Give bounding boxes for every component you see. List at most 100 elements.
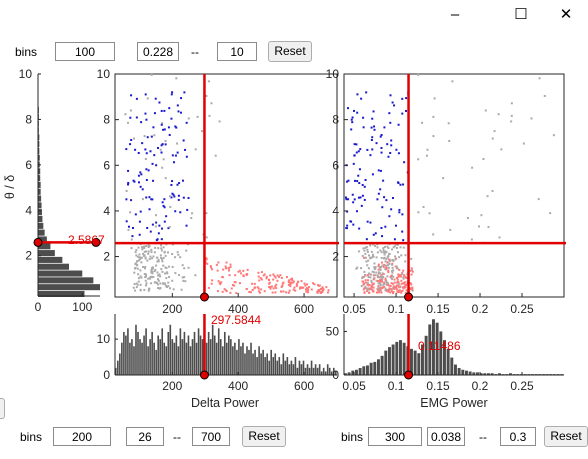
scatter-emg-plot[interactable]: 2 4 6 8 10 0.05 0.1 0.15 0.2 0.25: [326, 67, 566, 316]
top-max-input[interactable]: 10: [217, 42, 257, 61]
scatter-emg-point: [381, 275, 384, 278]
ratio-bar: [38, 209, 42, 216]
scatter-delta-point: [292, 281, 295, 284]
scatter-emg-y-tick-label: 4: [332, 204, 339, 218]
scatter-emg-point: [382, 273, 385, 276]
scatter-emg-point: [382, 251, 385, 254]
scatter-delta-point: [220, 281, 223, 284]
scatter-delta-point: [156, 278, 159, 281]
scatter-emg-point: [391, 263, 394, 266]
scatter-delta-point: [321, 286, 324, 289]
scatter-delta-point: [185, 224, 188, 227]
scatter-delta-point: [170, 93, 173, 96]
close-icon[interactable]: ✕: [559, 6, 573, 23]
scatter-delta-point: [268, 286, 271, 289]
scatter-delta-point: [144, 148, 147, 151]
delta-hist-bar: [155, 349, 157, 375]
delta-hist-bar: [302, 360, 305, 375]
scatter-emg-point: [372, 233, 375, 236]
delta-max-input[interactable]: 700: [192, 427, 230, 446]
scatter-delta-plot[interactable]: 2 4 6 8 10 200 400 600: [97, 67, 339, 316]
scatter-emg-point: [378, 271, 381, 274]
delta-reset-button[interactable]: Reset: [242, 426, 286, 447]
emg-max-input[interactable]: 0.3: [500, 427, 536, 446]
delta-hist-bar: [288, 364, 291, 375]
scatter-delta-point: [194, 274, 197, 277]
scatter-emg-point: [362, 282, 365, 285]
scatter-emg-point: [389, 151, 392, 154]
top-bins-input[interactable]: 100: [55, 42, 115, 61]
scatter-emg-point: [380, 133, 383, 136]
top-reset-button[interactable]: Reset: [268, 41, 312, 62]
scatter-emg-point: [394, 258, 397, 261]
scatter-emg-point: [510, 120, 513, 123]
emg-histogram[interactable]: 0 50 0.05 0.1 0.15 0.2 0.25: [326, 314, 564, 393]
scatter-emg-point: [351, 121, 354, 124]
scatter-emg-point: [380, 146, 383, 149]
scatter-delta-point: [321, 287, 324, 290]
scatter-emg-point: [401, 213, 404, 216]
scatter-emg-point: [398, 268, 401, 271]
emg-hist-bar: [399, 340, 402, 375]
scatter-emg-point: [370, 250, 373, 253]
scatter-emg-x-tick-label: 0.15: [426, 302, 450, 316]
emg-bins-input[interactable]: 300: [368, 427, 422, 446]
edge-button[interactable]: [0, 398, 5, 419]
top-min-input[interactable]: 0.228: [137, 42, 179, 61]
emg-hist-bar: [476, 372, 479, 375]
scatter-delta-point: [265, 277, 268, 280]
scatter-delta-point: [164, 272, 167, 275]
scatter-delta-point: [134, 262, 137, 265]
scatter-delta-point: [134, 213, 137, 216]
scatter-emg-point: [390, 276, 393, 279]
scatter-delta-point: [262, 274, 265, 277]
scatter-emg-point: [400, 282, 403, 285]
delta-hist-bar: [137, 331, 139, 375]
emg-reset-button[interactable]: Reset: [544, 426, 588, 447]
scatter-emg-point: [377, 285, 380, 288]
scatter-emg-point: [381, 235, 384, 238]
emg-min-input[interactable]: 0.038: [427, 427, 465, 446]
scatter-emg-point: [395, 276, 398, 279]
delta-hist-bar: [312, 367, 315, 375]
scatter-emg-point: [397, 275, 400, 278]
scatter-delta-point: [155, 214, 158, 217]
scatter-emg-point: [377, 265, 380, 268]
scatter-emg-point: [347, 198, 350, 201]
scatter-delta-point: [134, 289, 137, 292]
delta-histogram[interactable]: 0 10 200 400 600: [97, 314, 337, 393]
emg-hist-bar: [461, 369, 465, 375]
scatter-delta-point: [177, 110, 180, 113]
scatter-delta-point: [133, 283, 136, 286]
scatter-emg-point: [361, 254, 364, 257]
maximize-icon[interactable]: ☐: [514, 6, 528, 23]
scatter-delta-point: [180, 288, 183, 291]
scatter-emg-point: [380, 261, 383, 264]
minimize-icon[interactable]: –: [450, 6, 460, 23]
delta-min-input[interactable]: 26: [126, 427, 164, 446]
scatter-delta-point: [306, 289, 309, 292]
scatter-emg-point: [381, 272, 384, 275]
scatter-delta-point: [138, 233, 141, 236]
scatter-delta-point: [274, 276, 277, 279]
scatter-delta-point: [260, 288, 263, 291]
emg-hist-bar: [380, 355, 384, 375]
scatter-delta-point: [140, 261, 143, 264]
scatter-emg-point: [353, 198, 356, 201]
scatter-emg-point: [402, 276, 405, 279]
scatter-emg-point: [402, 287, 405, 290]
scatter-emg-point: [362, 247, 365, 250]
scatter-delta-point: [162, 256, 165, 259]
scatter-delta-point: [127, 181, 130, 184]
scatter-delta-point: [222, 268, 225, 271]
scatter-delta-point: [181, 264, 184, 267]
scatter-delta-point: [153, 251, 156, 254]
scatter-emg-point: [396, 243, 399, 246]
scatter-emg-point: [366, 290, 369, 293]
delta-bins-input[interactable]: 200: [53, 427, 111, 446]
scatter-delta-point: [217, 261, 220, 264]
scatter-emg-point: [399, 286, 402, 289]
scatter-emg-point: [401, 289, 404, 292]
